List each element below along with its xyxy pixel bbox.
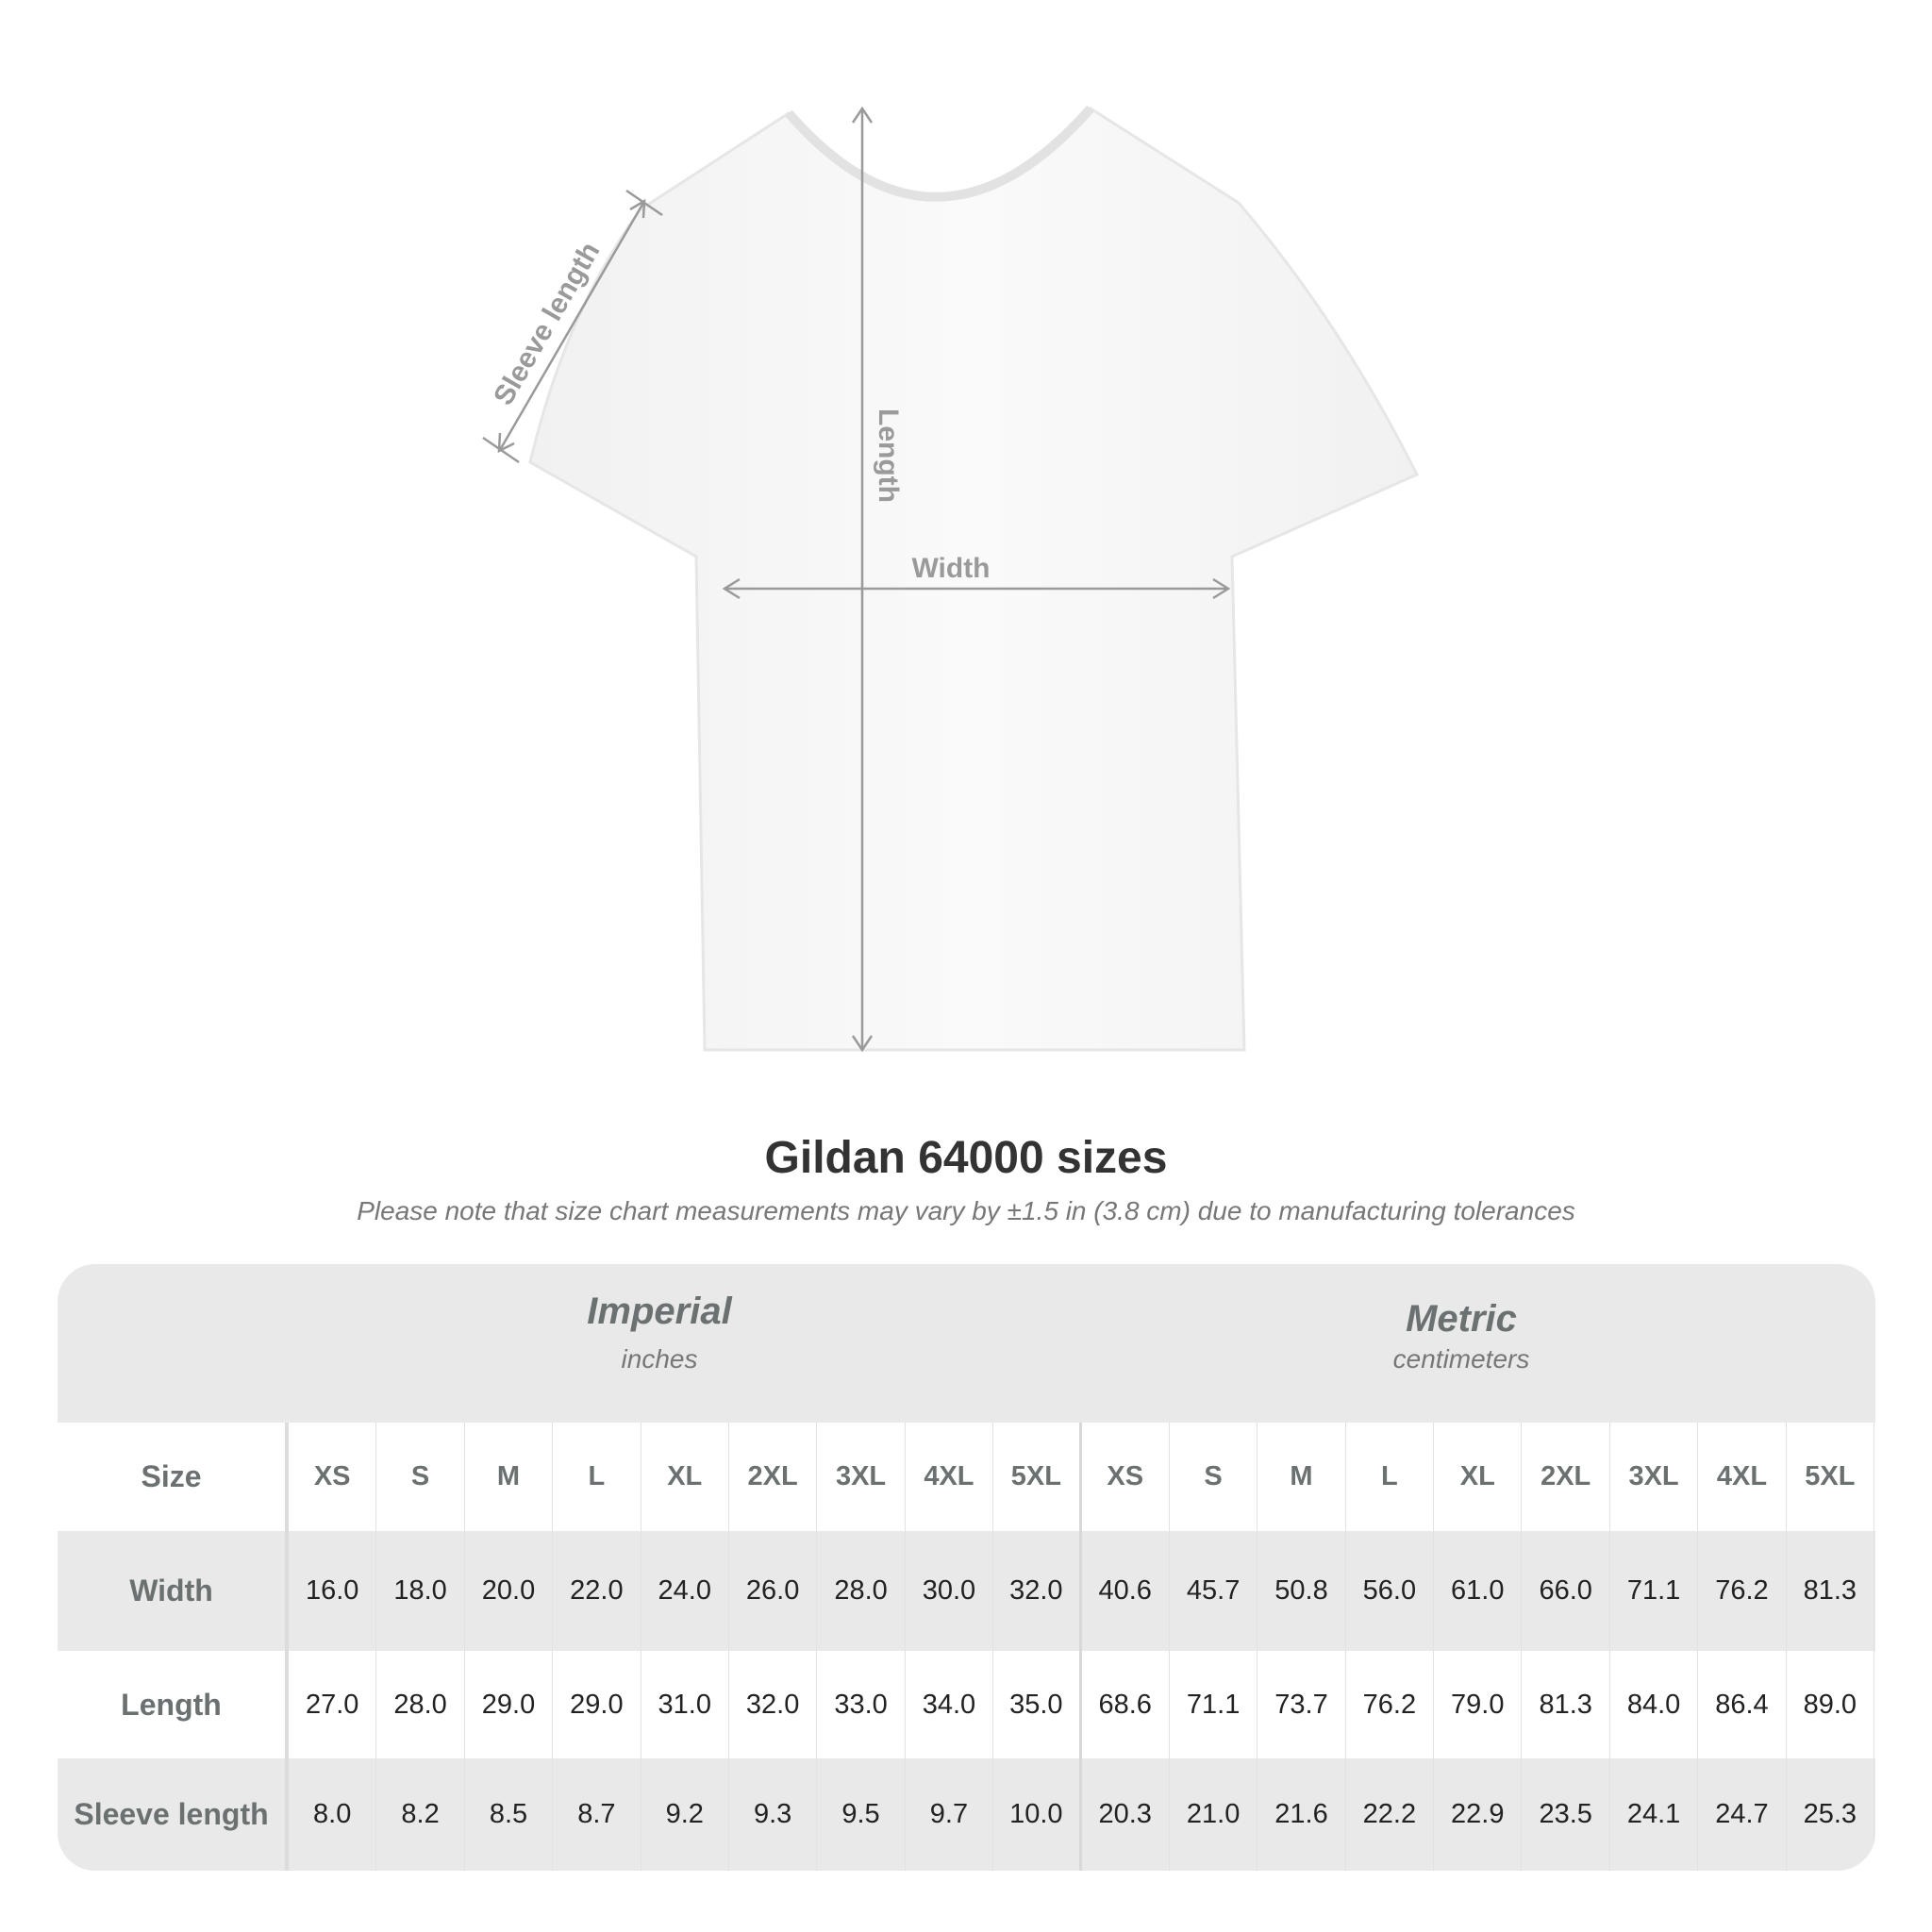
table-cell: 81.3	[1522, 1651, 1610, 1758]
table-cell: 8.5	[465, 1758, 554, 1871]
table-cell: 61.0	[1434, 1531, 1523, 1651]
table-cell: 35.0	[993, 1651, 1082, 1758]
size-header-cell: XL	[1434, 1423, 1523, 1531]
size-header-cell: M	[1257, 1423, 1346, 1531]
metric-title: Metric	[1406, 1298, 1517, 1340]
imperial-unit: inches	[621, 1344, 698, 1374]
table-cell: 89.0	[1787, 1651, 1875, 1758]
table-cell: 24.0	[641, 1531, 729, 1651]
table-cell: 84.0	[1610, 1651, 1699, 1758]
row-label: Sleeve length	[58, 1758, 289, 1871]
table-cell: 10.0	[993, 1758, 1082, 1871]
size-header-cell: 5XL	[1787, 1423, 1875, 1531]
table-cell: 45.7	[1170, 1531, 1258, 1651]
size-header-cell: 3XL	[817, 1423, 906, 1531]
table-cell: 22.2	[1346, 1758, 1435, 1871]
table-cell: 9.7	[906, 1758, 994, 1871]
width-label: Width	[911, 553, 990, 584]
size-header-cell: S	[376, 1423, 465, 1531]
length-label: Length	[873, 408, 904, 503]
table-cell: 66.0	[1522, 1531, 1610, 1651]
table-cell: 21.6	[1257, 1758, 1346, 1871]
table-cell: 81.3	[1787, 1531, 1875, 1651]
table-cell: 26.0	[729, 1531, 818, 1651]
table-cell: 9.2	[641, 1758, 729, 1871]
metric-unit: centimeters	[1392, 1344, 1530, 1374]
table-cell: 29.0	[465, 1651, 554, 1758]
tshirt-diagram: Length Width Sleeve length	[482, 105, 1420, 1053]
table-cell: 9.3	[729, 1758, 818, 1871]
table-cell: 76.2	[1698, 1531, 1787, 1651]
size-header-cell: L	[1346, 1423, 1435, 1531]
metric-header: Metric centimeters	[1064, 1298, 1858, 1374]
table-row: Length 27.0 28.0 29.0 29.0 31.0 32.0 33.0 34.0 35…	[58, 1651, 1875, 1758]
table-cell: 8.2	[376, 1758, 465, 1871]
table-cell: 34.0	[906, 1651, 994, 1758]
table-cell: 76.2	[1346, 1651, 1435, 1758]
table-cell: 31.0	[641, 1651, 729, 1758]
size-header-cell: S	[1170, 1423, 1258, 1531]
size-header-cell: L	[553, 1423, 641, 1531]
size-header-cell: XS	[1082, 1423, 1170, 1531]
table-cell: 32.0	[993, 1531, 1082, 1651]
size-header-cell: 3XL	[1610, 1423, 1699, 1531]
table-cell: 8.0	[289, 1758, 377, 1871]
tolerance-note: Please note that size chart measurements…	[357, 1196, 1575, 1225]
table-cell: 16.0	[289, 1531, 377, 1651]
table-cell: 21.0	[1170, 1758, 1258, 1871]
table-cell: 29.0	[553, 1651, 641, 1758]
table-cell: 9.5	[817, 1758, 906, 1871]
table-header-band	[58, 1264, 1875, 1423]
row-label: Size	[58, 1423, 289, 1531]
table-cell: 27.0	[289, 1651, 377, 1758]
table-cell: 40.6	[1082, 1531, 1170, 1651]
size-header-cell: XS	[289, 1423, 377, 1531]
table-cell: 20.3	[1082, 1758, 1170, 1871]
table-cell: 71.1	[1170, 1651, 1258, 1758]
table-cell: 30.0	[906, 1531, 994, 1651]
row-label: Width	[58, 1531, 289, 1651]
table-cell: 56.0	[1346, 1531, 1435, 1651]
neckline	[785, 105, 1094, 202]
size-header-cell: M	[465, 1423, 554, 1531]
table-cell: 25.3	[1787, 1758, 1875, 1871]
table-cell: 22.9	[1434, 1758, 1523, 1871]
table-cell: 79.0	[1434, 1651, 1523, 1758]
table-cell: 28.0	[376, 1651, 465, 1758]
table-cell: 23.5	[1522, 1758, 1610, 1871]
size-header-cell: 5XL	[993, 1423, 1082, 1531]
imperial-title: Imperial	[587, 1291, 732, 1332]
table-cell: 22.0	[553, 1531, 641, 1651]
size-header-cell: 2XL	[729, 1423, 818, 1531]
table-cell: 50.8	[1257, 1531, 1346, 1651]
size-header-cell: 2XL	[1522, 1423, 1610, 1531]
table-cell: 24.1	[1610, 1758, 1699, 1871]
row-label: Length	[58, 1651, 289, 1758]
table-cell: 20.0	[465, 1531, 554, 1651]
sleeve-line	[498, 202, 645, 451]
table-cell: 71.1	[1610, 1531, 1699, 1651]
size-header-cell: XL	[641, 1423, 729, 1531]
table-cell: 18.0	[376, 1531, 465, 1651]
table-cell: 28.0	[817, 1531, 906, 1651]
size-header-cell: 4XL	[906, 1423, 994, 1531]
imperial-header: Imperial inches	[262, 1291, 1057, 1374]
table-cell: 24.7	[1698, 1758, 1787, 1871]
size-table: Imperial inches Metric centimeters Size X…	[58, 1264, 1875, 1871]
table-row: Width 16.0 18.0 20.0 22.0 24.0 26.0 28.0 30.0 32.…	[58, 1531, 1875, 1651]
table-cell: 73.7	[1257, 1651, 1346, 1758]
table-cell: 33.0	[817, 1651, 906, 1758]
table-row: Sleeve length 8.0 8.2 8.5 8.7 9.2 9.3 9.5 9.7 10.…	[58, 1758, 1875, 1871]
size-header-cell: 4XL	[1698, 1423, 1787, 1531]
table-cell: 68.6	[1082, 1651, 1170, 1758]
size-header-row: Size XS S M L XL 2XL 3XL 4XL 5XL XS S M L XL 2XL 3XL 4XL 5…	[58, 1423, 1875, 1531]
table-cell: 8.7	[553, 1758, 641, 1871]
table-cell: 86.4	[1698, 1651, 1787, 1758]
table-cell: 32.0	[729, 1651, 818, 1758]
page-title: Gildan 64000 sizes	[764, 1133, 1168, 1183]
